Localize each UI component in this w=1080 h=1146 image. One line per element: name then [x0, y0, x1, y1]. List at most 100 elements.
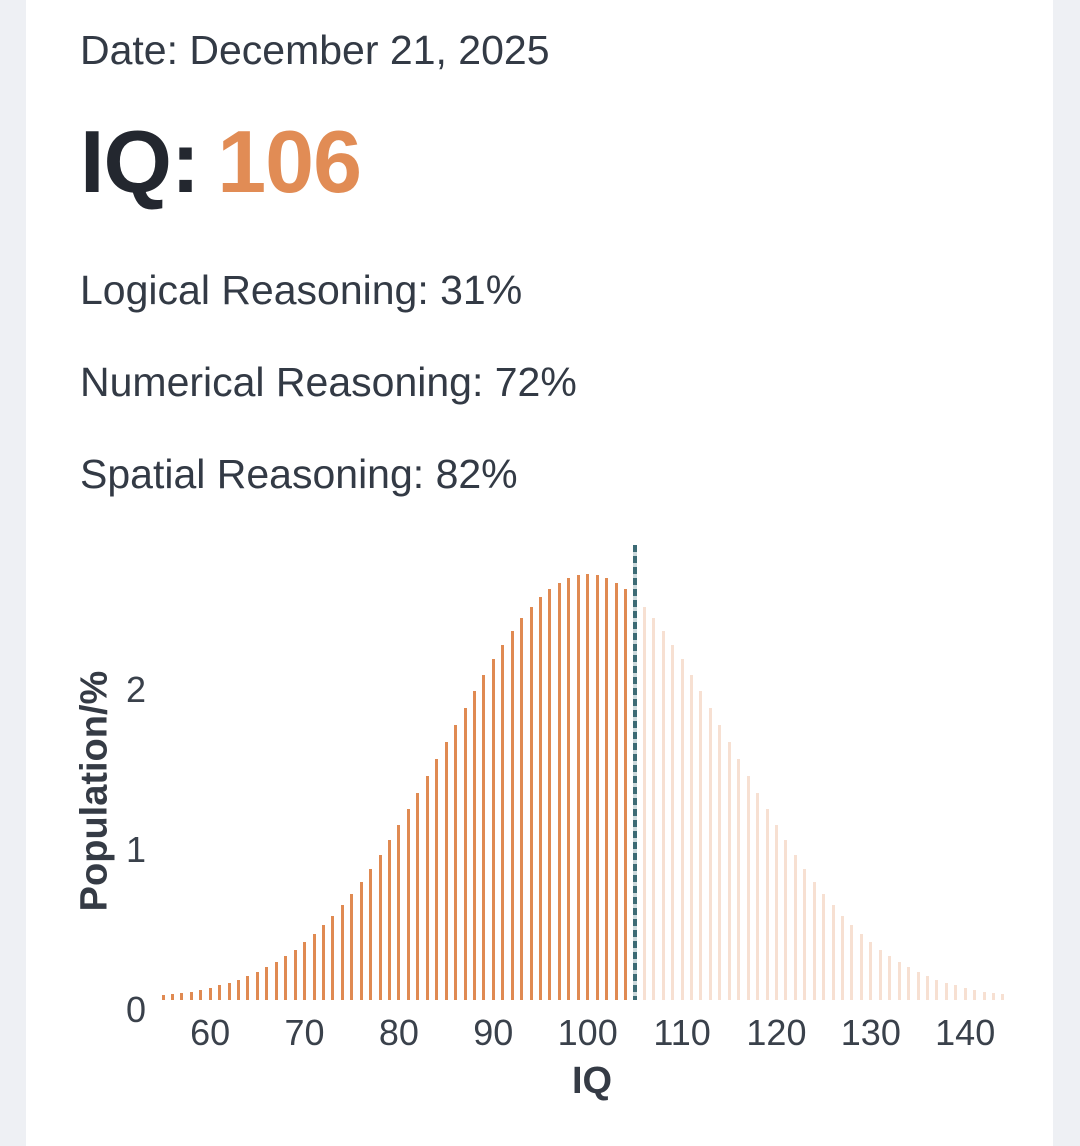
distribution-stem — [369, 868, 373, 1000]
distribution-stem — [293, 949, 297, 1000]
distribution-stem — [907, 967, 911, 1000]
x-tick-label: 120 — [746, 1012, 807, 1053]
distribution-stem — [237, 979, 240, 1000]
distribution-stem — [218, 985, 222, 1000]
distribution-stem — [916, 972, 920, 1000]
iq-score-marker-line — [632, 545, 637, 1000]
distribution-stem — [208, 987, 212, 1000]
distribution-stem — [227, 982, 231, 1000]
distribution-stem — [869, 942, 873, 1000]
distribution-stem — [812, 881, 816, 1000]
distribution-stem — [444, 741, 448, 1000]
distribution-stem — [822, 893, 826, 1000]
distribution-stem — [161, 995, 165, 1000]
distribution-stem — [642, 607, 646, 1000]
distribution-stem — [520, 618, 524, 1000]
distribution-stem — [321, 925, 325, 1000]
distribution-stem — [925, 976, 929, 1000]
distribution-stem — [180, 992, 184, 1000]
distribution-stem — [529, 607, 533, 1000]
distribution-stem — [406, 809, 410, 1000]
chart-plot: 60 70 80 90 100 110 120 130 140 0 1 2 — [26, 540, 1053, 1106]
distribution-stem — [557, 582, 561, 1000]
distribution-stem — [737, 759, 741, 1000]
distribution-stem — [378, 854, 382, 1000]
y-tick-label: 0 — [125, 989, 146, 1030]
date-line: Date: December 21, 2025 — [80, 27, 550, 73]
distribution-stem — [859, 934, 863, 1000]
distribution-stem — [878, 949, 882, 1000]
distribution-stem — [510, 630, 514, 1000]
distribution-stem — [841, 915, 844, 1000]
score-line-logical: Logical Reasoning: 31% — [80, 267, 523, 313]
distribution-stem — [605, 578, 609, 1000]
iq-heading-label: IQ: — [80, 112, 200, 211]
distribution-stem — [576, 575, 580, 1000]
distribution-stem — [671, 644, 675, 1000]
x-tick-label: 100 — [557, 1012, 618, 1053]
y-tick-label: 1 — [125, 829, 146, 870]
distribution-stem — [973, 989, 977, 1000]
distribution-stem — [548, 589, 552, 1000]
distribution-stem — [765, 809, 769, 1000]
x-axis-title: IQ — [571, 1060, 613, 1102]
x-tick-label: 140 — [935, 1012, 996, 1053]
distribution-stem — [652, 618, 656, 1000]
distribution-stem — [784, 840, 788, 1000]
distribution-stem — [255, 972, 259, 1000]
x-tick-label: 90 — [473, 1012, 514, 1053]
distribution-stem — [708, 707, 712, 1000]
iq-distribution-chart: Population/% 60 70 80 90 100 110 120 130 140 0 1 2 … — [26, 540, 1053, 1106]
iq-heading-value: 106 — [217, 112, 362, 211]
distribution-stem — [170, 994, 174, 1000]
distribution-stem — [1001, 994, 1005, 1000]
distribution-stem — [954, 985, 958, 1000]
distribution-stem — [623, 589, 627, 1000]
distribution-stem — [944, 982, 948, 1000]
distribution-stem — [699, 691, 703, 1000]
distribution-stem — [539, 597, 542, 1000]
distribution-stem — [661, 630, 665, 1000]
distribution-stem — [982, 991, 986, 1000]
distribution-stem — [718, 724, 722, 1000]
distribution-stem — [831, 905, 835, 1000]
distribution-stem — [935, 979, 939, 1000]
distribution-stem — [350, 893, 354, 1000]
distribution-stem — [897, 962, 901, 1000]
distribution-stem — [586, 574, 590, 1000]
distribution-stem — [274, 962, 278, 1000]
distribution-stem — [284, 956, 288, 1000]
distribution-stem — [501, 644, 505, 1000]
distribution-stem — [246, 976, 250, 1000]
iq-heading: IQ: 106 — [80, 115, 362, 208]
distribution-stem — [746, 776, 750, 1000]
distribution-stem — [567, 578, 571, 1000]
y-tick-label: 2 — [125, 669, 146, 710]
distribution-stem — [397, 825, 401, 1000]
x-tick-label: 70 — [284, 1012, 325, 1053]
distribution-stem — [388, 840, 391, 1000]
distribution-stem — [888, 956, 892, 1000]
distribution-stem — [331, 915, 335, 1000]
distribution-stem — [340, 905, 344, 1000]
x-tick-label: 60 — [190, 1012, 231, 1053]
distribution-stem — [435, 759, 439, 1000]
distribution-stem — [727, 741, 731, 1000]
distribution-stem — [425, 776, 429, 1000]
distribution-stem — [265, 967, 269, 1000]
distribution-stem — [189, 991, 193, 1000]
distribution-stem — [312, 934, 316, 1000]
distribution-stem — [793, 854, 797, 1000]
distribution-stem — [803, 868, 807, 1000]
score-line-numerical: Numerical Reasoning: 72% — [80, 359, 577, 405]
distribution-stem — [416, 792, 420, 1000]
distribution-stem — [992, 992, 995, 1000]
x-tick-label: 130 — [840, 1012, 901, 1053]
distribution-stem — [454, 724, 458, 1000]
distribution-stem — [614, 582, 618, 1000]
distribution-stem — [303, 942, 307, 1000]
distribution-stem — [472, 691, 476, 1000]
distribution-stem — [595, 575, 599, 1000]
distribution-stem — [482, 674, 486, 1000]
distribution-stem — [463, 707, 467, 1000]
